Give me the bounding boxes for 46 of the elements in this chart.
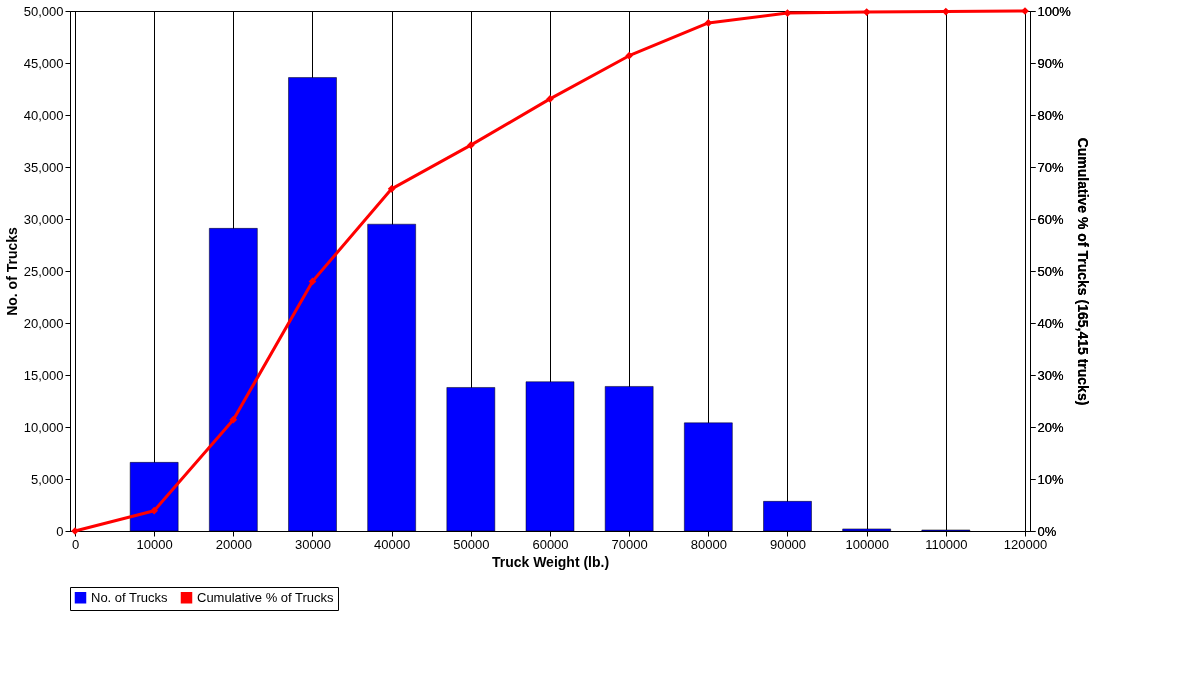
x-tick-label: 10000 (136, 536, 173, 552)
point (783, 9, 792, 17)
x-tick-label: 110000 (925, 536, 968, 552)
x-tick-label: 20000 (215, 536, 252, 552)
y-tick-label: 5,000 (30, 471, 64, 487)
x-tick-label: 60000 (532, 536, 569, 552)
y2-tick-label: 40% (1037, 315, 1064, 331)
y2-tick-label: 20% (1037, 419, 1064, 435)
legend-label: No. of Trucks (91, 589, 169, 605)
y-tick-label: 25,000 (23, 263, 64, 279)
y-tick-label: 10,000 (23, 419, 64, 435)
y2-tick-label: 50% (1037, 263, 1064, 279)
y2-axis-title: Cumulative % of Trucks (165,415 trucks) (1074, 137, 1091, 406)
y-axis-title: No. of Trucks (3, 226, 20, 316)
x-tick-label: 70000 (611, 536, 648, 552)
point (625, 51, 634, 60)
legend-label: Cumulative % of Trucks (197, 589, 335, 605)
y-tick-label: 35,000 (23, 159, 64, 175)
y2-tick-label: 0% (1037, 523, 1057, 539)
point (150, 506, 159, 515)
x-tick-label: 90000 (769, 536, 807, 552)
y-tick-label: 40,000 (23, 107, 64, 123)
y-tick-label: 30,000 (23, 211, 64, 227)
x-tick-label: 120000 (1003, 536, 1048, 552)
point (466, 141, 475, 150)
point (387, 184, 396, 193)
y2-tick-label: 30% (1037, 367, 1064, 383)
x-tick-label: 100000 (845, 536, 889, 552)
y2-tick-label: 10% (1037, 471, 1064, 487)
y2-tick-label: 100% (1037, 3, 1072, 19)
x-tick-label: 50000 (453, 536, 490, 552)
y-tick-label: 20,000 (23, 315, 64, 331)
point (229, 415, 238, 424)
x-tick-label: 30000 (294, 536, 332, 552)
y2-tick-label: 60% (1037, 211, 1064, 227)
y2-tick-label: 80% (1037, 107, 1064, 123)
y2-tick-label: 90% (1037, 55, 1064, 71)
x-tick-label: 0 (71, 536, 80, 552)
x-tick-label: 80000 (690, 536, 727, 552)
y-tick-label: 50,000 (23, 3, 64, 19)
y-tick-label: 45,000 (23, 55, 64, 71)
y-tick-label: 15,000 (23, 367, 64, 383)
y2-tick-label: 70% (1037, 159, 1064, 175)
x-axis-title: Truck Weight (lb.) (491, 553, 610, 570)
y-tick-label: 0 (56, 523, 64, 539)
x-tick-label: 40000 (374, 536, 411, 552)
